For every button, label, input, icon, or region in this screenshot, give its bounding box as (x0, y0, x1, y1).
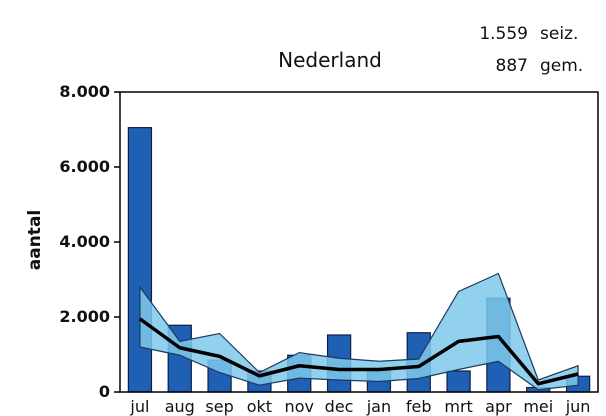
x-tick-label: feb (406, 397, 432, 416)
y-axis-ticks: 0 2.000 4.000 6.000 8.000 (59, 82, 120, 401)
x-tick-label: mrt (444, 397, 472, 416)
y-tick-label: 6.000 (59, 157, 110, 176)
stat-seasonal-value: 1.559 (479, 24, 528, 44)
y-tick-label: 4.000 (59, 232, 110, 251)
x-tick-label: jul (129, 397, 149, 416)
x-tick-label: nov (285, 397, 314, 416)
stat-average-value: 887 (496, 56, 528, 76)
average-line (138, 317, 579, 386)
plot-frame (119, 91, 599, 393)
y-tick-label: 0 (99, 382, 110, 401)
plot-area (127, 127, 591, 393)
x-tick-label: okt (247, 397, 272, 416)
chart-title: Nederland (278, 48, 382, 72)
stat-average-label: gem. (540, 56, 583, 76)
y-tick-label: 8.000 (59, 82, 110, 101)
x-tick-label: jun (565, 397, 591, 416)
x-tick-label: sep (205, 397, 233, 416)
x-tick-label: dec (325, 397, 354, 416)
x-axis-ticks: jul aug sep okt nov dec jan feb mrt apr mei jun (129, 397, 590, 416)
bar-jul (127, 127, 153, 393)
y-tick-label: 2.000 (59, 307, 110, 326)
x-tick-label: mei (523, 397, 553, 416)
bar-mrt (446, 370, 471, 393)
y-axis-label: aantal (25, 210, 45, 270)
stat-seasonal-label: seiz. (540, 24, 578, 44)
range-band (139, 272, 579, 391)
x-tick-label: aug (165, 397, 195, 416)
x-tick-label: jan (366, 397, 391, 416)
x-tick-label: apr (485, 397, 512, 416)
